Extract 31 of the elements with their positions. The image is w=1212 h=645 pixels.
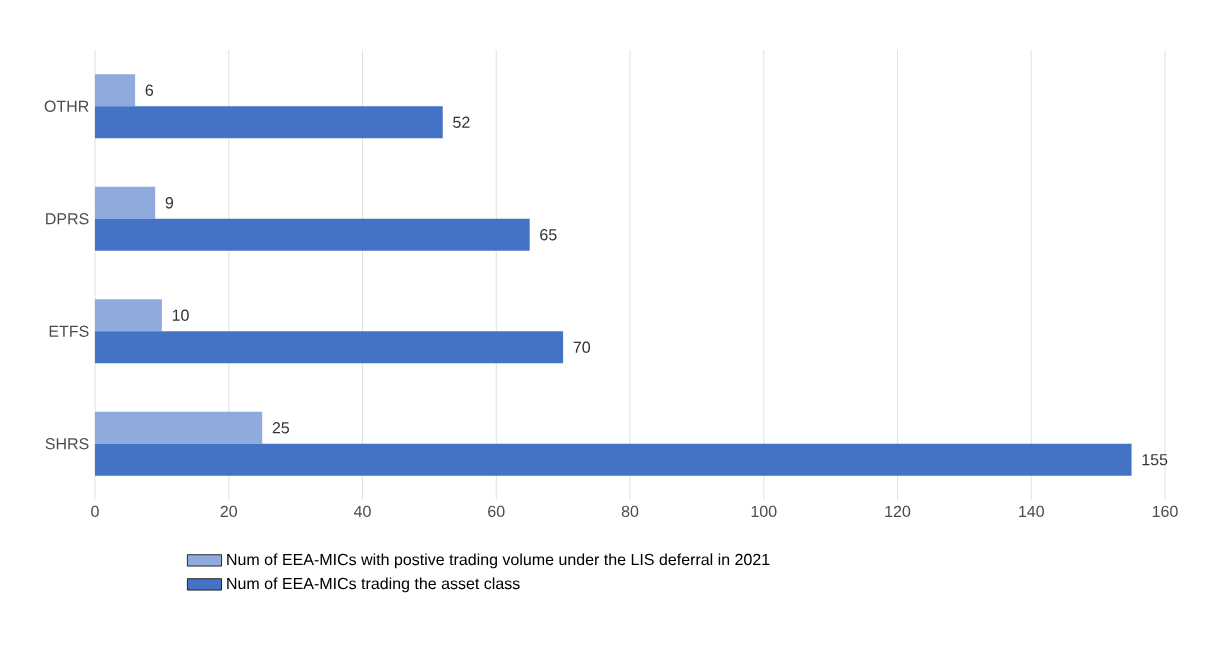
bar (95, 218, 530, 251)
data-label: 65 (540, 229, 557, 241)
y-tick-label: OTHR (44, 100, 89, 112)
y-tick-label: DPRS (46, 213, 89, 225)
x-tick-label: 160 (1152, 505, 1178, 518)
x-tick-label: 100 (751, 505, 777, 518)
data-label: 70 (573, 341, 591, 353)
y-tick-label: ETFS (49, 325, 89, 337)
legend-label: Num of EEA-MICs with postive trading volume under the LIS deferral in 2021 (227, 553, 770, 569)
bar (95, 299, 162, 332)
bar (95, 74, 136, 107)
legend-label: Num of EEA-MICs trading the asset class (227, 577, 520, 593)
data-label: 155 (1142, 454, 1168, 466)
x-tick-label: 140 (1019, 505, 1044, 518)
data-label: 9 (165, 197, 174, 209)
x-tick-label: 120 (885, 505, 911, 518)
bar (95, 331, 564, 364)
bar (95, 186, 156, 219)
bar (95, 411, 263, 444)
bar (95, 443, 1132, 476)
data-label: 6 (145, 84, 154, 96)
x-tick-label: 60 (488, 505, 505, 518)
x-tick-label: 0 (91, 505, 99, 518)
data-label: 10 (172, 309, 189, 321)
y-tick-label: SHRS (45, 438, 89, 450)
bar (95, 106, 443, 139)
data-label: 52 (453, 116, 470, 128)
data-label: 25 (272, 422, 290, 434)
x-tick-label: 80 (621, 505, 639, 518)
x-tick-label: 20 (220, 505, 238, 518)
x-tick-label: 40 (353, 505, 371, 518)
